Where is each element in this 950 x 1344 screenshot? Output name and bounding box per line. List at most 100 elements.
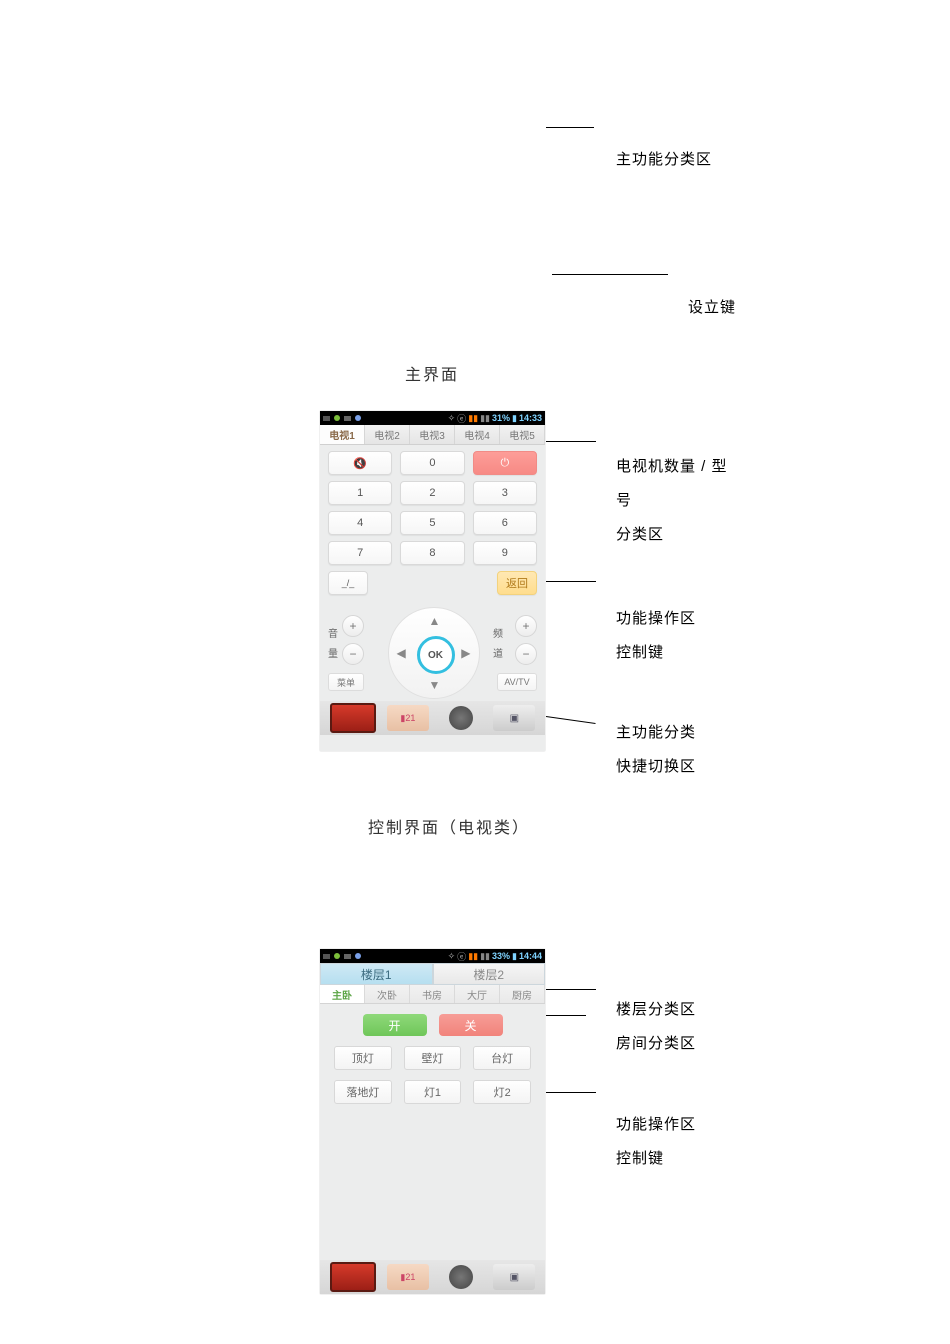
dash-button[interactable]: _/_ [328, 571, 368, 595]
annot-func-op2-1: 功能操作区 [616, 1110, 696, 1140]
dock-ac-icon[interactable]: ▮21 [387, 1264, 429, 1290]
dock-fan-icon[interactable] [440, 705, 482, 731]
dock-fan-icon[interactable] [440, 1264, 482, 1290]
quick-switch-dock: ▮21 ▣ [320, 701, 545, 735]
volume-label-top: 音 [328, 625, 338, 640]
leader-line [546, 1092, 596, 1093]
channel-up-button[interactable]: + [515, 615, 537, 637]
tv-tab-3[interactable]: 电视3 [410, 425, 455, 444]
battery-icon: ▮ [512, 951, 517, 962]
signal-icon-2: ▮▮ [480, 951, 490, 962]
tv-tab-4[interactable]: 电视4 [455, 425, 500, 444]
key-1[interactable]: 1 [328, 481, 392, 505]
lights-on-button[interactable]: 开 [363, 1014, 427, 1036]
lights-off-button[interactable]: 关 [439, 1014, 503, 1036]
light-ceiling[interactable]: 顶灯 [334, 1046, 392, 1070]
dock-tv-icon[interactable] [330, 1262, 376, 1292]
leader-line [546, 716, 596, 724]
battery-percent: 31% [492, 413, 510, 423]
notif-icon [344, 954, 351, 959]
key-9[interactable]: 9 [473, 541, 537, 565]
dpad-up[interactable]: ▲ [429, 614, 441, 628]
dock-tv-icon[interactable] [330, 703, 376, 733]
tv-remote-screen: ✧ ⓔ ▮▮ ▮▮ 31% ▮ 14:33 电视1 电视2 电视3 电视4 电视… [320, 411, 545, 751]
floor-tab-2[interactable]: 楼层2 [433, 963, 546, 985]
light-desk[interactable]: 台灯 [473, 1046, 531, 1070]
annot-floor-area: 楼层分类区 [616, 995, 696, 1025]
key-8[interactable]: 8 [400, 541, 464, 565]
leader-line [546, 1015, 586, 1016]
mute-icon: 🔇 [353, 457, 367, 470]
dpad-down[interactable]: ▼ [429, 678, 441, 692]
annot-quick-2: 快捷切换区 [616, 752, 696, 782]
signal-icon-2: ▮▮ [480, 413, 490, 424]
notif-icon [334, 415, 340, 421]
room-tab-4[interactable]: 大厅 [455, 985, 500, 1003]
keypad-area: 🔇 0 ⏻ 1 2 3 4 5 6 7 8 9 _/_ 返 [320, 445, 545, 701]
signal-icon: ▮▮ [468, 413, 478, 424]
key-2[interactable]: 2 [400, 481, 464, 505]
volume-up-button[interactable]: + [342, 615, 364, 637]
menu-button[interactable]: 菜单 [328, 673, 364, 691]
dock-projector-icon[interactable]: ▣ [493, 705, 535, 731]
dock-projector-icon[interactable]: ▣ [493, 1264, 535, 1290]
annot-setup-key: 设立键 [688, 293, 736, 323]
tv-tab-5[interactable]: 电视5 [500, 425, 545, 444]
ac-temp-icon: ▮21 [400, 1272, 415, 1283]
return-button[interactable]: 返回 [497, 571, 537, 595]
room-tab-5[interactable]: 厨房 [500, 985, 545, 1003]
vibrate-icon: ✧ [448, 413, 456, 424]
key-3[interactable]: 3 [473, 481, 537, 505]
annot-tv-count-1: 电视机数量 / 型 [616, 452, 728, 482]
sync-icon: ⓔ [457, 412, 466, 425]
dock-ac-icon[interactable]: ▮21 [387, 705, 429, 731]
dpad-area: 音 量 + − 频 道 + − ▲ ▼ ◀ ▶ OK 菜单 AV/TV [328, 601, 537, 697]
ok-button[interactable]: OK [417, 636, 455, 674]
annot-func-op-2: 控制键 [616, 638, 664, 668]
volume-down-button[interactable]: − [342, 643, 364, 665]
mute-button[interactable]: 🔇 [328, 451, 392, 475]
notif-icon [344, 416, 351, 421]
statusbar-right: ✧ ⓔ ▮▮ ▮▮ 33% ▮ 14:44 [448, 950, 542, 963]
annot-func-op-1: 功能操作区 [616, 604, 696, 634]
dpad: ▲ ▼ ◀ ▶ OK [388, 607, 480, 699]
key-0[interactable]: 0 [400, 451, 464, 475]
room-tab-1[interactable]: 主卧 [320, 985, 365, 1003]
tv-tab-2[interactable]: 电视2 [365, 425, 410, 444]
annot-main-func-area: 主功能分类区 [616, 145, 712, 175]
avtv-button[interactable]: AV/TV [497, 673, 537, 691]
light-2[interactable]: 灯2 [473, 1080, 531, 1104]
statusbar-left [323, 415, 361, 421]
caption-main-screen: 主界面 [405, 361, 459, 385]
key-4[interactable]: 4 [328, 511, 392, 535]
leader-line [546, 989, 596, 990]
floor-tab-1[interactable]: 楼层1 [320, 963, 433, 985]
page: 主功能分类区 设立键 主界面 ✧ ⓔ ▮▮ ▮▮ 31% ▮ 14:33 电视1 [0, 0, 950, 1344]
dpad-right[interactable]: ▶ [461, 646, 470, 660]
light-control-area: 开 关 顶灯 壁灯 台灯 落地灯 灯1 灯2 [320, 1004, 545, 1124]
lights-screen: ✧ ⓔ ▮▮ ▮▮ 33% ▮ 14:44 楼层1 楼层2 主卧 次卧 书房 大… [320, 949, 545, 1294]
channel-label-bot: 道 [493, 645, 503, 660]
battery-percent: 33% [492, 951, 510, 961]
light-wall[interactable]: 壁灯 [404, 1046, 462, 1070]
dpad-left[interactable]: ◀ [397, 646, 406, 660]
channel-down-button[interactable]: − [515, 643, 537, 665]
key-7[interactable]: 7 [328, 541, 392, 565]
leader-line [552, 274, 668, 275]
fan-icon [449, 706, 473, 730]
room-tab-bar: 主卧 次卧 书房 大厅 厨房 [320, 985, 545, 1004]
tv-tab-1[interactable]: 电视1 [320, 425, 365, 444]
key-6[interactable]: 6 [473, 511, 537, 535]
caption-tv-screen: 控制界面（电视类） [368, 814, 530, 838]
key-5[interactable]: 5 [400, 511, 464, 535]
clock: 14:44 [519, 951, 542, 961]
light-1[interactable]: 灯1 [404, 1080, 462, 1104]
room-tab-2[interactable]: 次卧 [365, 985, 410, 1003]
notif-icon [355, 415, 361, 421]
power-icon: ⏻ [500, 457, 509, 470]
notif-icon [355, 953, 361, 959]
light-floor[interactable]: 落地灯 [334, 1080, 392, 1104]
room-tab-3[interactable]: 书房 [410, 985, 455, 1003]
power-button[interactable]: ⏻ [473, 451, 537, 475]
quick-switch-dock: ▮21 ▣ [320, 1260, 545, 1294]
